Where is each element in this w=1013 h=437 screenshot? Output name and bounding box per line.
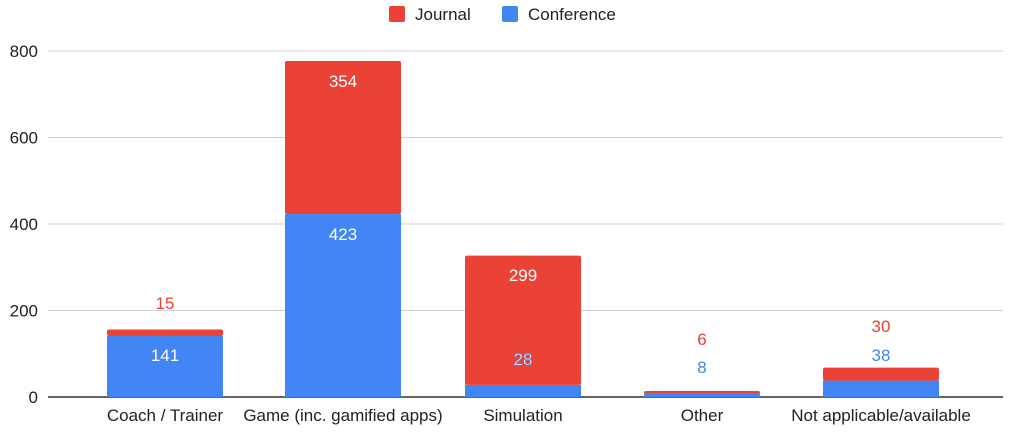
bar-journal — [465, 255, 581, 385]
x-category-label: Coach / Trainer — [107, 406, 224, 425]
bar-conference — [644, 393, 760, 397]
bar-journal — [823, 367, 939, 381]
legend-swatch-journal — [389, 6, 405, 22]
legend-swatch-conference — [502, 6, 518, 22]
data-label-conference: 423 — [329, 225, 357, 244]
x-category-label: Simulation — [483, 406, 562, 425]
y-axis-ticks: 0 200 400 600 800 — [10, 42, 38, 407]
data-label-journal: 6 — [697, 330, 706, 349]
legend-label-conference: Conference — [528, 5, 616, 24]
bar-journal — [285, 60, 401, 215]
y-tick-label: 800 — [10, 42, 38, 61]
data-label-journal: 299 — [509, 266, 537, 285]
data-label-journal: 354 — [329, 72, 357, 91]
y-tick-label: 400 — [10, 215, 38, 234]
legend: Journal Conference — [389, 5, 616, 24]
data-label-conference: 28 — [514, 350, 533, 369]
data-label-conference: 8 — [697, 358, 706, 377]
bar-conference — [107, 336, 223, 397]
x-axis-categories: Coach / Trainer Game (inc. gamified apps)… — [107, 406, 971, 425]
data-label-conference: 38 — [872, 346, 891, 365]
data-label-journal: 15 — [156, 294, 175, 313]
y-tick-label: 600 — [10, 129, 38, 148]
bar-conference — [285, 214, 401, 397]
bar-conference — [465, 384, 581, 397]
bars — [107, 60, 939, 397]
data-label-journal: 30 — [872, 317, 891, 336]
legend-label-journal: Journal — [415, 5, 471, 24]
bar-journal — [644, 390, 760, 394]
x-category-label: Not applicable/available — [791, 406, 971, 425]
y-tick-label: 0 — [29, 388, 38, 407]
y-tick-label: 200 — [10, 302, 38, 321]
bar-journal — [107, 329, 223, 337]
x-category-label: Other — [681, 406, 724, 425]
data-labels: 141 15 423 354 28 299 8 6 38 30 — [151, 72, 891, 377]
data-label-conference: 141 — [151, 346, 179, 365]
x-category-label: Game (inc. gamified apps) — [243, 406, 442, 425]
bar-conference — [823, 380, 939, 397]
